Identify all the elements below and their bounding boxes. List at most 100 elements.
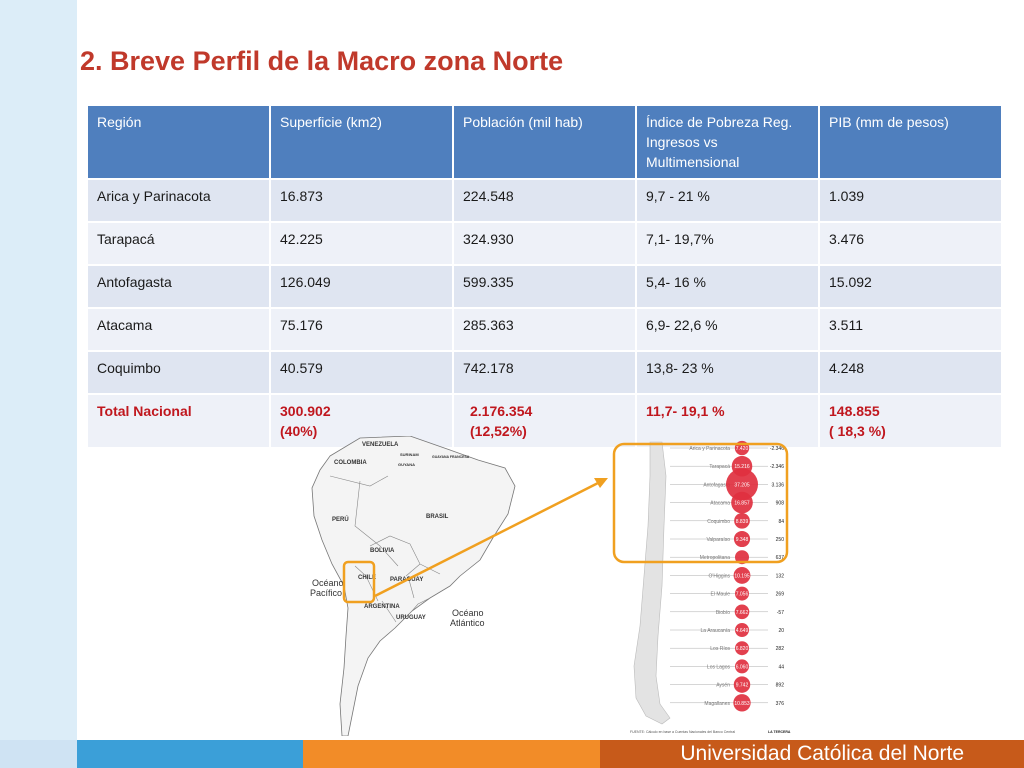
region-pib-bubble [734, 604, 750, 620]
region-pib-label: 10.853 [734, 701, 750, 707]
cell-pib: 3.476 [818, 221, 1003, 266]
chile-map: Arica y Parinacota 7.420 -2.346 Tarapacá 15.… [612, 440, 791, 734]
country-label-colombia: COLOMBIA [334, 460, 367, 466]
region-pib-label: 8.839 [736, 519, 749, 525]
country-label-guyana: GUYANA [398, 462, 415, 467]
region-pib-label: 4.649 [736, 628, 749, 634]
chile-region-row: Atacama 16.857 908 [670, 491, 784, 514]
region-profile-table: Región Superficie (km2) Población (mil h… [86, 104, 1003, 449]
total-label: Total Nacional [86, 393, 271, 449]
region-pib-label: 9.348 [736, 537, 749, 543]
chile-region-name: Antofagasta [703, 482, 730, 488]
chile-region-name: Atacama [710, 501, 730, 507]
slide-title: 2. Breve Perfil de la Macro zona Norte [80, 46, 564, 76]
region-growth-label: 84 [778, 519, 784, 525]
chile-region-name: Arica y Parinacota [689, 446, 730, 452]
cell-region: Antofagasta [86, 264, 271, 309]
header-poblacion: Población (mil hab) [452, 104, 637, 180]
ocean-label-pacific-2: Pacífico [310, 588, 342, 598]
region-pib-bubble [731, 491, 753, 514]
total-pib: 148.855 ( 18,3 %) [818, 393, 1003, 449]
cell-pobreza: 5,4- 16 % [635, 264, 820, 309]
south-america-outline [311, 436, 516, 736]
south-america-map: VENEZUELA COLOMBIA SURINAM GUYANA GUAYAN… [310, 436, 516, 736]
footer-segment-light [0, 740, 77, 768]
chile-region-row: Los Ríos 6.820 282 [670, 641, 785, 656]
footer-segment-orange [303, 740, 600, 768]
cell-region: Coquimbo [86, 350, 271, 395]
region-pib-label: 7.662 [736, 610, 749, 616]
region-growth-label: 376 [776, 701, 785, 707]
chile-region-name: Magallanes [704, 701, 730, 707]
connector-arrow [374, 478, 608, 598]
region-pib-bubble [733, 694, 751, 712]
chile-region-name: La Araucanía [701, 628, 731, 634]
cell-pib: 3.511 [818, 307, 1003, 352]
table-header-row: Región Superficie (km2) Población (mil h… [86, 104, 1003, 180]
region-growth-label: 282 [776, 646, 785, 652]
total-superficie-value: 300.902 [280, 403, 331, 419]
region-pib-bubble [735, 586, 749, 601]
chile-region-row: Magallanes 10.853 376 [670, 694, 785, 712]
region-pib-bubble [733, 676, 751, 693]
country-label-argentina: ARGENTINA [364, 604, 400, 610]
chile-region-name: Valparaíso [706, 537, 730, 543]
footer-bar: Universidad Católica del Norte [0, 740, 1024, 768]
total-row: Total Nacional 300.902 (40%) 2.176.354 (… [86, 393, 1003, 449]
country-label-surinam: SURINAM [400, 452, 419, 457]
region-growth-label: -57 [777, 610, 784, 616]
region-pib-bubble [735, 641, 749, 656]
region-pib-label: 9.742 [736, 683, 749, 689]
country-label-peru: PERÚ [332, 516, 349, 523]
country-label-brasil: BRASIL [426, 514, 449, 520]
total-poblacion-value: 2.176.354 [470, 403, 533, 419]
cell-pib: 15.092 [818, 264, 1003, 309]
chile-region-row: La Araucanía 4.649 20 [670, 623, 784, 637]
region-pib-bubble [733, 566, 751, 584]
chile-region-row: O'Higgins 10.195 132 [670, 566, 784, 584]
cell-pobreza: 6,9- 22,6 % [635, 307, 820, 352]
cell-pobreza: 13,8- 23 % [635, 350, 820, 395]
cell-superficie: 75.176 [269, 307, 454, 352]
table-row: Arica y Parinacota 16.873 224.548 9,7 - … [86, 178, 1003, 223]
chile-region-name: Tarapacá [709, 464, 730, 470]
cell-poblacion: 742.178 [452, 350, 637, 395]
cell-pobreza: 7,1- 19,7% [635, 221, 820, 266]
chile-region-row: Los Lagos 6.060 44 [670, 659, 784, 674]
chile-region-name: Coquimbo [707, 519, 730, 525]
region-pib-bubble [735, 623, 749, 637]
maps-figure: VENEZUELA COLOMBIA SURINAM GUYANA GUAYAN… [310, 436, 791, 736]
region-pib-bubble [734, 512, 750, 529]
chile-region-name: Metropolitana [700, 555, 731, 561]
cell-region: Arica y Parinacota [86, 178, 271, 223]
footer-segment-blue [77, 740, 303, 768]
cell-superficie: 126.049 [269, 264, 454, 309]
region-pib-bubble [735, 550, 749, 565]
chile-region-name: Los Ríos [710, 646, 730, 652]
region-growth-label: 250 [776, 537, 785, 543]
cell-region: Atacama [86, 307, 271, 352]
chile-region-row: Aysén 9.742 892 [670, 676, 784, 693]
chile-region-row: Metropolitana 637 [670, 550, 784, 565]
ocean-label-atlantic-1: Océano [452, 608, 484, 618]
country-label-venezuela: VENEZUELA [362, 442, 399, 448]
country-label-guayana-francesa: GUAYANA FRANCESA [432, 455, 470, 459]
header-superficie: Superficie (km2) [269, 104, 454, 180]
chile-region-row: El Maule 7.056 269 [670, 586, 784, 601]
total-poblacion-pct: (12,52%) [470, 423, 527, 439]
country-label-uruguay: URUGUAY [396, 615, 426, 621]
chile-source-brand: LA TERCERA [768, 730, 791, 734]
ocean-label-pacific-1: Océano [312, 578, 344, 588]
cell-pib: 4.248 [818, 350, 1003, 395]
chile-source-note: FUENTE: Cálculo en base a Cuentas Nacion… [630, 730, 735, 734]
cell-superficie: 42.225 [269, 221, 454, 266]
total-pobreza: 11,7- 19,1 % [635, 393, 820, 449]
region-pib-label: 16.857 [734, 501, 750, 507]
region-growth-label: -2.346 [770, 464, 784, 470]
cell-poblacion: 285.363 [452, 307, 637, 352]
region-growth-label: 44 [778, 664, 784, 670]
region-pib-label: 37.205 [734, 482, 750, 488]
cell-pobreza: 9,7 - 21 % [635, 178, 820, 223]
region-pib-bubble [735, 659, 749, 674]
region-growth-label: -2.346 [770, 446, 784, 452]
